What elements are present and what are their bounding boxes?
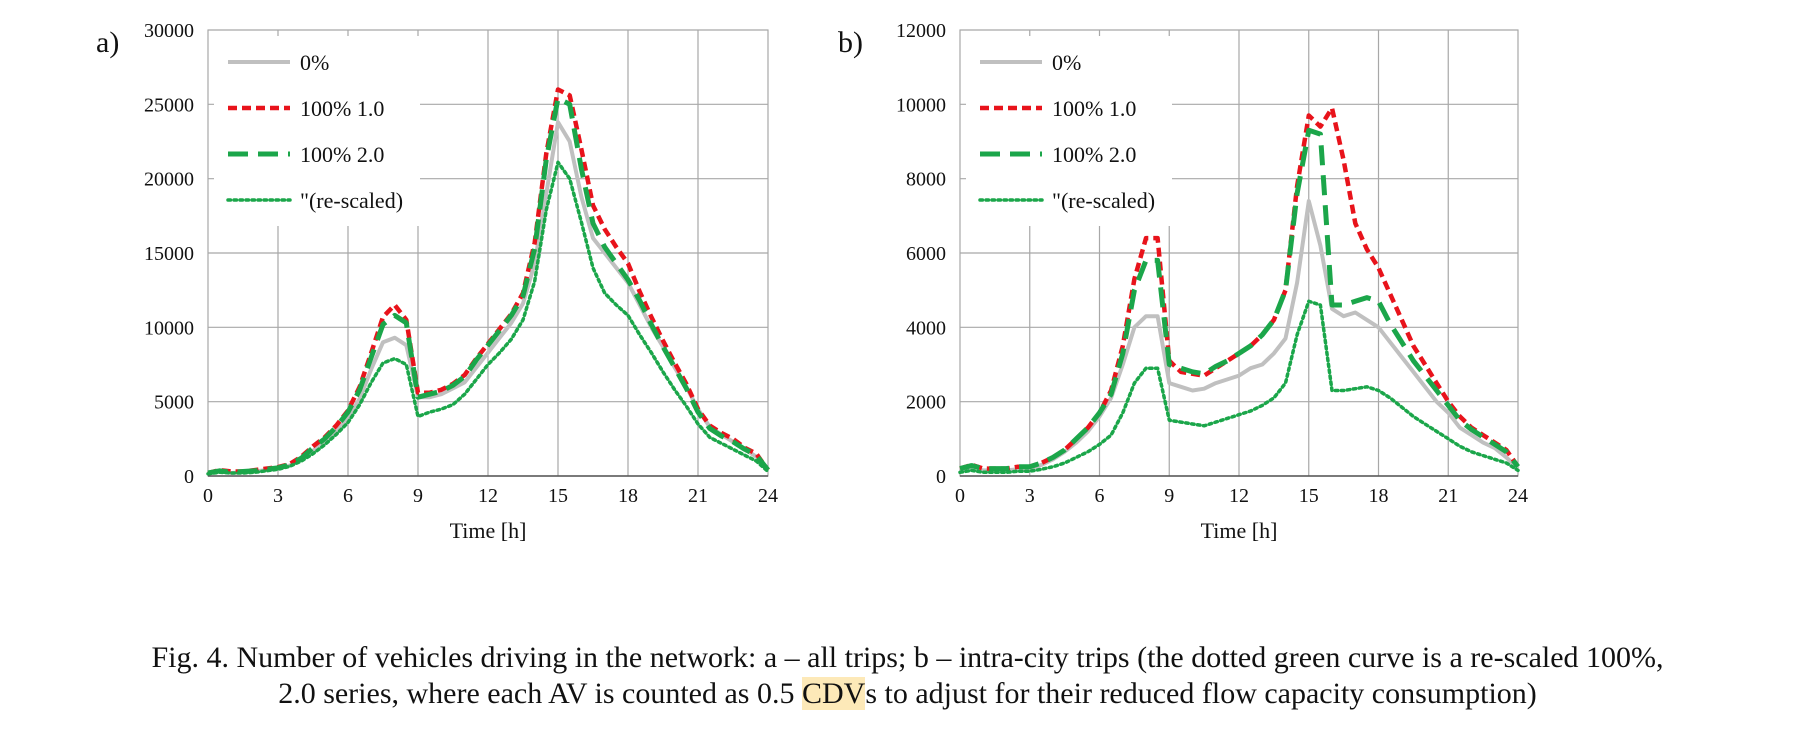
caption-highlight: CDV (801, 677, 866, 710)
y-tick-label: 25000 (144, 94, 194, 116)
x-tick-label: 6 (343, 485, 353, 507)
caption-line-2: 2.0 series, where each AV is counted as … (0, 676, 1815, 712)
y-tick-label: 10000 (896, 94, 946, 116)
legend-label: 100% 1.0 (300, 96, 384, 121)
y-tick-label: 20000 (144, 169, 194, 191)
series-line (207, 95, 770, 476)
x-tick-label: 12 (478, 485, 498, 507)
x-tick-label: 12 (1229, 485, 1249, 507)
series-line (959, 105, 1520, 471)
x-tick-label: 6 (1095, 485, 1105, 507)
legend-label: 100% 1.0 (1052, 96, 1136, 121)
y-tick-label: 4000 (906, 317, 946, 339)
x-tick-label: 0 (203, 485, 213, 507)
chart-panel-b: 0 2000 4000 6000 8000 10000 12000 0 3 6 9 12 15 18 21 2… (838, 20, 1528, 543)
x-tick-label: 18 (1369, 485, 1389, 507)
x-tick-label: 21 (688, 485, 708, 507)
caption-line-2-end: s to adjust for their reduced flow capac… (865, 677, 1537, 710)
caption-line-1: Fig. 4. Number of vehicles driving in th… (151, 641, 1664, 674)
series-line (958, 299, 1520, 475)
legend-label: "(re-scaled) (300, 188, 403, 213)
x-axis-label: Time [h] (1201, 518, 1278, 543)
x-axis-label: Time [h] (450, 518, 527, 543)
x-tick-label: 3 (1025, 485, 1035, 507)
figure-caption: Fig. 4. Number of vehicles driving in th… (0, 640, 1815, 712)
legend-label: 100% 2.0 (1052, 142, 1136, 167)
y-tick-label: 5000 (154, 392, 194, 414)
series-line (959, 127, 1520, 472)
panel-label: a) (96, 26, 119, 59)
legend-label: 100% 2.0 (300, 142, 384, 167)
series-line (206, 160, 770, 476)
panel-label: b) (838, 26, 863, 59)
x-tick-label: 18 (618, 485, 638, 507)
y-tick-label: 15000 (144, 243, 194, 265)
x-tick-label: 15 (548, 485, 568, 507)
y-tick-label: 12000 (896, 20, 946, 42)
y-tick-label: 30000 (144, 20, 194, 42)
chart-panel-a: 0 5000 10000 15000 20000 25000 30000 0 3 6 9 12 15 18… (96, 20, 778, 543)
y-tick-label: 6000 (906, 243, 946, 265)
x-tick-label: 24 (758, 485, 778, 507)
x-tick-label: 15 (1299, 485, 1319, 507)
x-tick-label: 0 (955, 485, 965, 507)
legend-background (966, 36, 1172, 226)
y-tick-label: 0 (184, 466, 194, 488)
y-tick-label: 0 (936, 466, 946, 488)
legend-label: "(re-scaled) (1052, 188, 1155, 213)
x-tick-label: 3 (273, 485, 283, 507)
x-tick-label: 21 (1438, 485, 1458, 507)
x-tick-label: 9 (1164, 485, 1174, 507)
x-tick-label: 24 (1508, 485, 1528, 507)
legend-background (214, 36, 420, 226)
y-tick-label: 8000 (906, 169, 946, 191)
caption-line-2-start: 2.0 series, where each AV is counted as … (278, 677, 802, 710)
y-tick-label: 10000 (144, 317, 194, 339)
legend-label: 0% (1052, 50, 1081, 75)
y-tick-label: 2000 (906, 392, 946, 414)
legend-label: 0% (300, 50, 329, 75)
x-tick-label: 9 (413, 485, 423, 507)
